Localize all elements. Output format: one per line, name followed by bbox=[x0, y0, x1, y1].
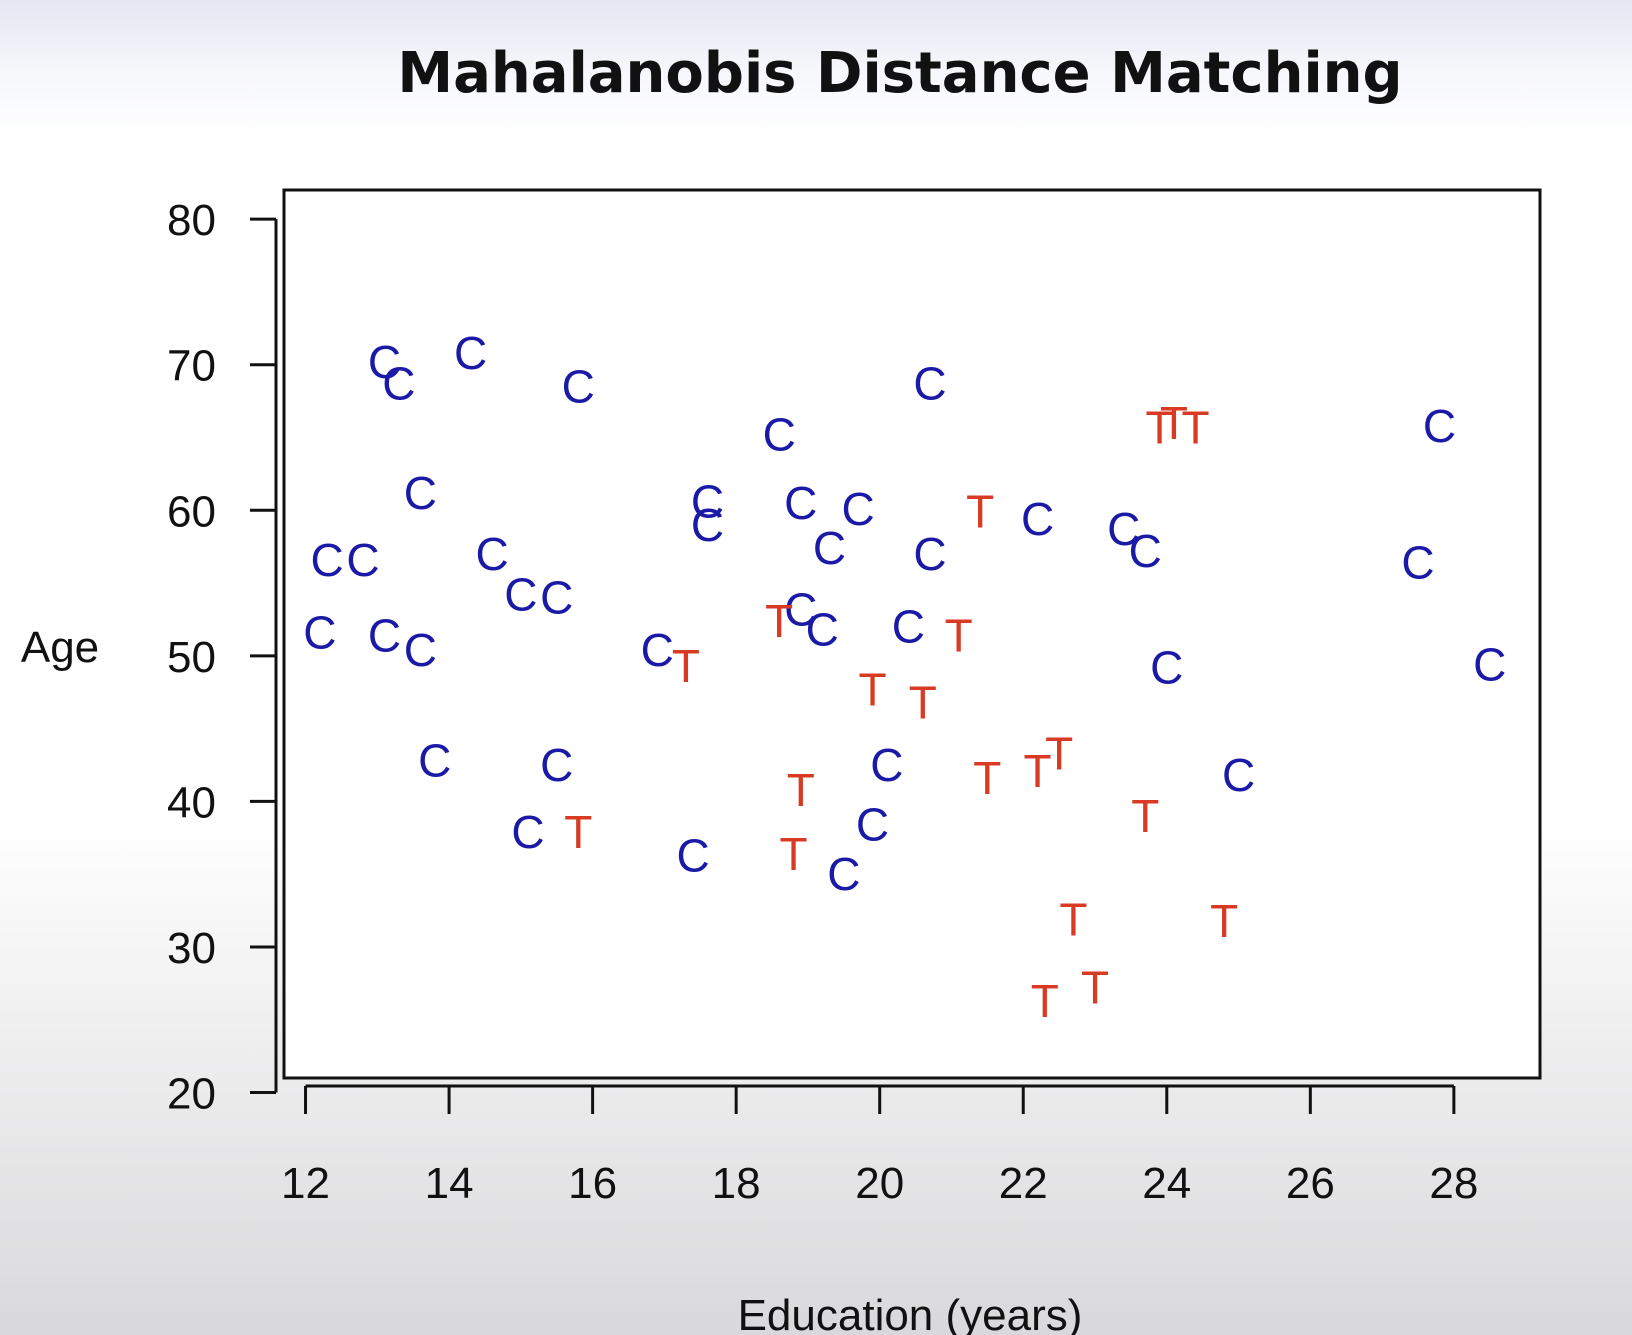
treated-point: T bbox=[1045, 727, 1073, 779]
treated-point: T bbox=[973, 752, 1001, 804]
y-tick-label: 70 bbox=[167, 342, 216, 391]
control-point: C bbox=[404, 467, 437, 519]
x-tick-label: 28 bbox=[1429, 1159, 1478, 1208]
treated-point: T bbox=[1210, 895, 1238, 947]
control-point: C bbox=[813, 522, 846, 574]
treated-point: T bbox=[945, 609, 973, 661]
control-point: C bbox=[892, 601, 925, 653]
control-point: C bbox=[476, 528, 509, 580]
treated-point: T bbox=[564, 806, 592, 858]
treated-point: T bbox=[1081, 962, 1109, 1014]
treated-point: T bbox=[787, 764, 815, 816]
x-axis: 12 14 16 18 20 22 24 26 28 bbox=[281, 1084, 1478, 1208]
treated-point: T bbox=[1024, 745, 1052, 797]
control-point: C bbox=[562, 361, 595, 413]
x-tick-label: 14 bbox=[425, 1159, 474, 1208]
treated-point: T bbox=[672, 640, 700, 692]
x-tick-label: 12 bbox=[281, 1159, 330, 1208]
treated-point: T bbox=[1160, 397, 1188, 449]
y-axis-label: Age bbox=[21, 623, 99, 672]
y-tick-label: 50 bbox=[167, 633, 216, 682]
treated-point: T bbox=[1031, 975, 1059, 1027]
control-point: C bbox=[1473, 639, 1506, 691]
control-point: C bbox=[382, 358, 415, 410]
x-tick-label: 22 bbox=[999, 1159, 1048, 1208]
control-point: C bbox=[1129, 525, 1162, 577]
control-point: C bbox=[1107, 503, 1140, 555]
control-point: C bbox=[763, 409, 796, 461]
control-point: C bbox=[346, 534, 379, 586]
control-point: C bbox=[368, 609, 401, 661]
x-tick-label: 18 bbox=[712, 1159, 761, 1208]
y-tick-label: 80 bbox=[167, 196, 216, 245]
control-point: C bbox=[1401, 537, 1434, 589]
control-point: C bbox=[913, 358, 946, 410]
treated-point: T bbox=[1131, 790, 1159, 842]
control-point: C bbox=[404, 624, 437, 676]
control-point: C bbox=[913, 528, 946, 580]
control-point: C bbox=[303, 607, 336, 659]
control-point: C bbox=[1222, 749, 1255, 801]
control-point: C bbox=[784, 477, 817, 529]
y-tick-label: 30 bbox=[167, 924, 216, 973]
control-point: C bbox=[511, 806, 544, 858]
control-point: C bbox=[504, 569, 537, 621]
treated-point: T bbox=[780, 828, 808, 880]
control-point: C bbox=[310, 534, 343, 586]
chart-title: Mahalanobis Distance Matching bbox=[397, 41, 1402, 106]
control-point: C bbox=[1423, 400, 1456, 452]
treated-point: T bbox=[1059, 893, 1087, 945]
treated-point: T bbox=[909, 676, 937, 728]
y-axis: 20 30 40 50 60 70 80 bbox=[167, 196, 278, 1119]
control-point: C bbox=[691, 499, 724, 551]
control-point: C bbox=[870, 739, 903, 791]
x-tick-label: 16 bbox=[568, 1159, 617, 1208]
x-axis-label: Education (years) bbox=[738, 1291, 1083, 1335]
control-point: C bbox=[540, 739, 573, 791]
control-point: C bbox=[454, 327, 487, 379]
control-point: C bbox=[540, 572, 573, 624]
x-tick-label: 20 bbox=[855, 1159, 904, 1208]
y-tick-label: 60 bbox=[167, 487, 216, 536]
x-tick-label: 24 bbox=[1142, 1159, 1191, 1208]
control-point: C bbox=[842, 483, 875, 535]
plot-frame bbox=[282, 188, 1542, 1080]
control-point: C bbox=[641, 624, 674, 676]
control-point: C bbox=[827, 848, 860, 900]
treated-point: T bbox=[1181, 401, 1209, 453]
x-tick-label: 26 bbox=[1286, 1159, 1335, 1208]
control-point: C bbox=[418, 735, 451, 787]
control-point: C bbox=[856, 799, 889, 851]
treated-point: T bbox=[966, 486, 994, 538]
treated-point: T bbox=[1146, 401, 1174, 453]
control-point: C bbox=[784, 583, 817, 635]
treated-point: T bbox=[858, 663, 886, 715]
y-tick-label: 40 bbox=[167, 778, 216, 827]
treated-point: T bbox=[765, 595, 793, 647]
control-point: C bbox=[1021, 493, 1054, 545]
control-point: C bbox=[806, 604, 839, 656]
control-point: C bbox=[676, 829, 709, 881]
control-point: C bbox=[1150, 641, 1183, 693]
control-point: C bbox=[368, 336, 401, 388]
control-point: C bbox=[691, 476, 724, 528]
y-tick-label: 20 bbox=[167, 1070, 216, 1119]
